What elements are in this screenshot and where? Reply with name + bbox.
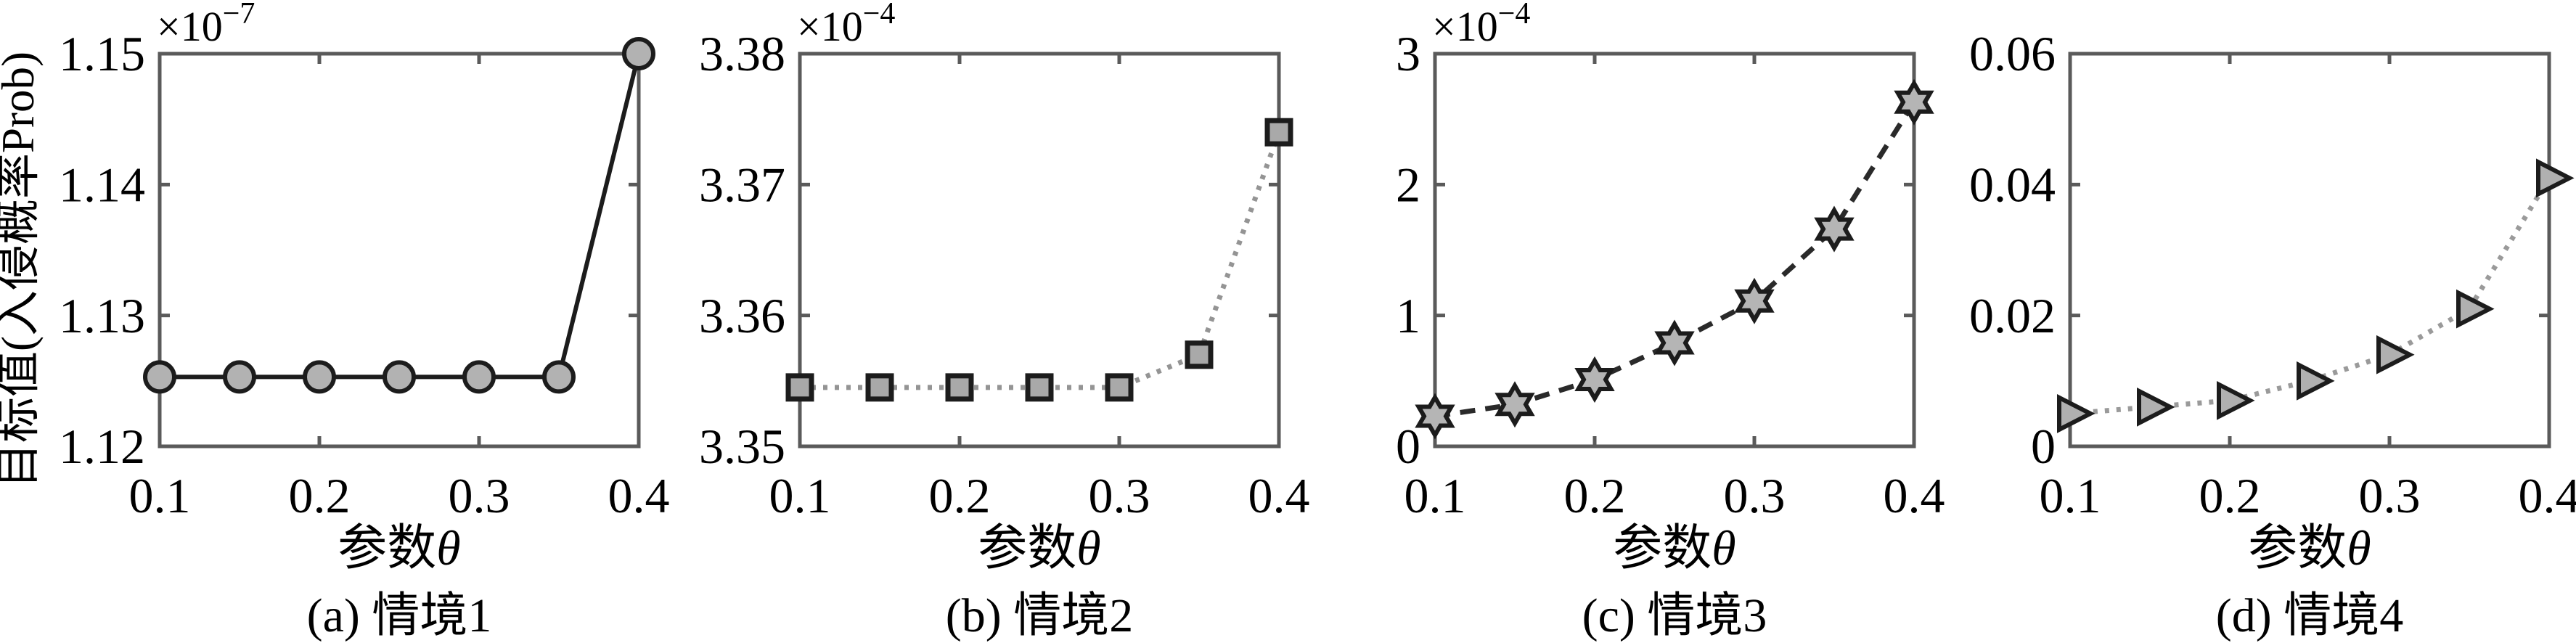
y-tick-label: 0.02: [1969, 288, 2056, 343]
y-tick-label: 3.36: [699, 288, 785, 343]
data-point-marker: [462, 360, 496, 394]
y-axis-exponent-label: ×10−4: [1432, 0, 1530, 50]
x-tick-label: 0.2: [929, 468, 991, 523]
y-axis-exponent-label: ×10−4: [797, 0, 895, 50]
x-tick-label: 0.1: [769, 468, 831, 523]
y-tick-label: 3.38: [699, 26, 785, 81]
data-point-marker: [143, 360, 176, 394]
data-point-marker: [2376, 335, 2415, 374]
data-point-marker: [223, 360, 256, 394]
y-axis-label: 目标值(入侵概率Prob): [0, 52, 44, 488]
y-tick-label: 2: [1396, 157, 1420, 212]
x-tick-label: 0.1: [2040, 468, 2101, 523]
data-point-marker: [1415, 393, 1455, 440]
data-point-marker: [2456, 289, 2495, 329]
panel-caption: (b) 情境2: [946, 589, 1133, 642]
y-axis-exponent-label: ×10−7: [157, 0, 255, 50]
data-point-marker: [622, 37, 655, 70]
x-tick-label: 0.4: [1248, 468, 1310, 523]
x-tick-label: 0.3: [449, 468, 510, 523]
panel-b: 3.35 3.36 3.37 3.38 0.1 0.2 0.3 0.4 ×10−4 参数θ (b) …: [699, 0, 1310, 642]
x-tick-label: 0.3: [2359, 468, 2421, 523]
data-point-marker: [1574, 356, 1615, 404]
x-axis-label: 参数θ: [978, 520, 1100, 576]
x-tick-label: 0.3: [1724, 468, 1786, 523]
x-tick-label: 0.3: [1089, 468, 1150, 523]
plot-box: [1433, 52, 1916, 449]
panel-c: 0 1 2 3 0.1 0.2 0.3 0.4 ×10−4 参数θ (c) 情境3: [1396, 0, 1945, 642]
data-point-marker: [2217, 380, 2255, 420]
data-point-marker: [383, 360, 416, 394]
x-tick-label: 0.1: [1404, 468, 1466, 523]
panel-caption: (d) 情境4: [2216, 589, 2403, 642]
data-point-marker: [2297, 361, 2335, 401]
x-tick-label: 0.2: [1564, 468, 1626, 523]
y-tick-label: 1.13: [59, 288, 145, 343]
x-tick-label: 0.4: [608, 468, 670, 523]
y-tick-label: 0: [2031, 419, 2056, 474]
data-point-marker: [2137, 387, 2175, 427]
data-point-marker: [1654, 319, 1695, 366]
y-tick-label: 3: [1396, 26, 1420, 81]
y-tick-label: 1: [1396, 288, 1420, 343]
x-tick-label: 0.4: [1884, 468, 1945, 523]
plot-box: [158, 52, 641, 449]
plot-box: [798, 52, 1281, 449]
x-tick-label: 0.1: [129, 468, 191, 523]
x-axis-label: 参数θ: [2248, 520, 2371, 576]
panel-a: 1.12 1.13 1.14 1.15 0.1 0.2 0.3 0.4 ×10−7 参数θ (a) …: [59, 0, 670, 642]
x-tick-label: 0.2: [289, 468, 351, 523]
y-tick-label: 3.35: [699, 419, 785, 474]
data-point-marker: [303, 360, 336, 394]
data-point-marker: [865, 373, 894, 402]
data-point-marker: [1025, 373, 1054, 402]
series-line: [160, 53, 641, 380]
y-tick-label: 0: [1396, 419, 1420, 474]
data-point-marker: [1814, 205, 1855, 253]
data-point-marker: [2536, 158, 2575, 198]
y-tick-label: 1.12: [59, 419, 145, 474]
data-point-marker: [1495, 381, 1535, 428]
panel-caption: (a) 情境1: [307, 589, 492, 642]
y-tick-label: 1.14: [59, 157, 145, 212]
y-tick-label: 0.04: [1969, 157, 2056, 212]
data-point-marker: [1894, 78, 1934, 126]
x-tick-label: 0.2: [2199, 468, 2261, 523]
x-tick-label: 0.4: [2519, 468, 2576, 523]
panel-caption: (c) 情境3: [1582, 589, 1767, 642]
data-point-marker: [1105, 373, 1134, 402]
series-line: [1434, 100, 1916, 419]
data-point-marker: [1264, 118, 1293, 147]
x-axis-label: 参数θ: [338, 520, 460, 576]
data-point-marker: [785, 373, 814, 402]
data-point-marker: [1185, 340, 1214, 369]
y-tick-label: 3.37: [699, 157, 785, 212]
y-tick-label: 0.06: [1969, 26, 2056, 81]
panel-d: 0 0.02 0.04 0.06 0.1 0.2 0.3 0.4 参数θ (d) 情境4: [1969, 26, 2576, 642]
plot-box: [2068, 52, 2551, 449]
data-point-marker: [945, 373, 974, 402]
data-point-marker: [2057, 394, 2095, 433]
data-point-marker: [1734, 277, 1775, 324]
x-axis-label: 参数θ: [1613, 520, 1735, 576]
y-tick-label: 1.15: [59, 26, 145, 81]
data-point-marker: [542, 360, 576, 394]
